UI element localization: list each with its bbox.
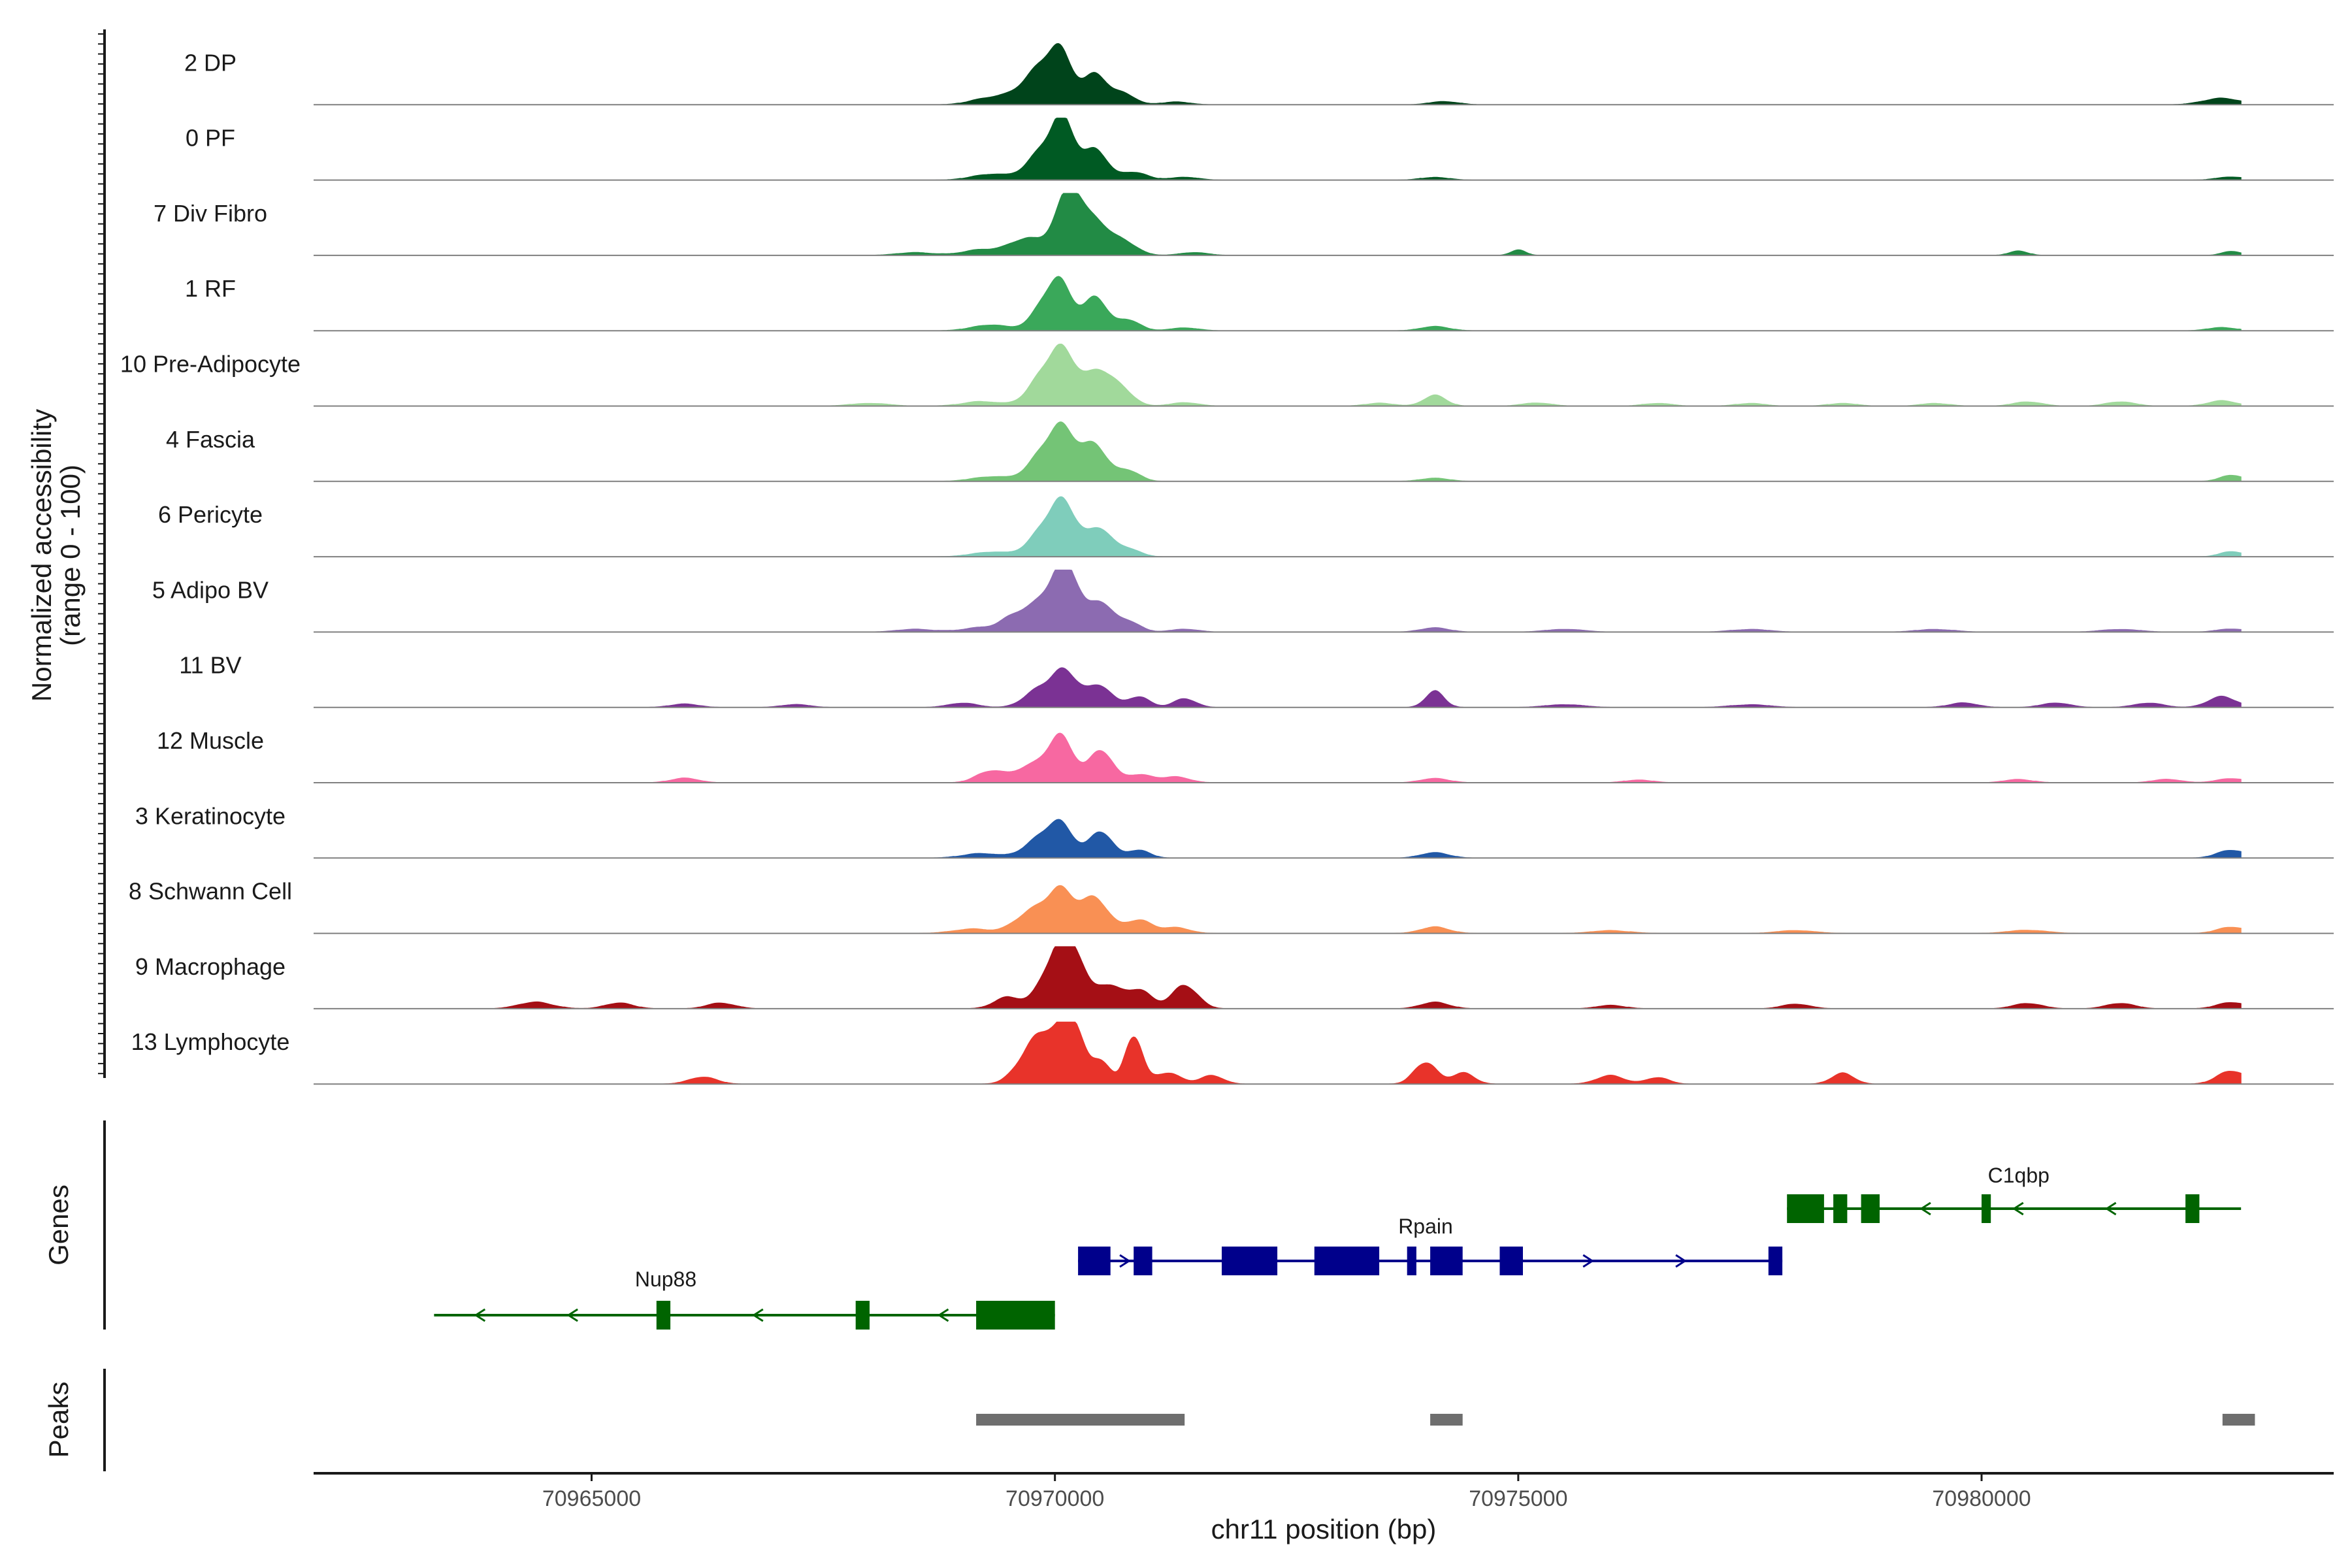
track-area bbox=[406, 276, 2242, 331]
track-label: 9 Macrophage bbox=[135, 953, 286, 980]
gene-exon bbox=[1222, 1247, 1278, 1275]
strand-arrow bbox=[2104, 1201, 2117, 1216]
peak-region bbox=[976, 1414, 1185, 1426]
strand-arrow bbox=[566, 1308, 578, 1322]
track-label: 3 Keratinocyte bbox=[135, 802, 286, 829]
track-area bbox=[406, 343, 2242, 406]
track-8-schwann-cell: 8 Schwann Cell bbox=[129, 878, 2334, 934]
gene-exon bbox=[976, 1301, 1055, 1330]
track-10-pre-adipocyte: 10 Pre-Adipocyte bbox=[120, 343, 2334, 407]
track-label: 6 Pericyte bbox=[158, 501, 263, 528]
track-6-pericyte: 6 Pericyte bbox=[158, 496, 2334, 558]
strand-arrow bbox=[752, 1308, 764, 1322]
gene-c1qbp: C1qbp bbox=[1787, 1164, 2242, 1223]
x-tick-label: 70980000 bbox=[1932, 1486, 2031, 1511]
track-label: 7 Div Fibro bbox=[154, 200, 267, 227]
track-area bbox=[406, 421, 2242, 482]
peak-region bbox=[2222, 1414, 2255, 1426]
gene-exon bbox=[2185, 1194, 2200, 1223]
track-area bbox=[406, 42, 2242, 105]
gene-exon bbox=[656, 1301, 671, 1330]
track-13-lymphocyte: 13 Lymphocyte bbox=[131, 1021, 2334, 1085]
strand-arrow bbox=[1675, 1254, 1687, 1268]
gene-exon bbox=[1833, 1194, 1848, 1223]
strand-arrow bbox=[937, 1308, 949, 1322]
strand-arrow bbox=[1119, 1254, 1131, 1268]
track-4-fascia: 4 Fascia bbox=[166, 421, 2334, 482]
track-label: 12 Muscle bbox=[157, 727, 264, 754]
track-12-muscle: 12 Muscle bbox=[157, 727, 2334, 783]
gene-exon bbox=[1314, 1247, 1380, 1275]
track-label: 0 PF bbox=[186, 125, 235, 152]
track-3-keratinocyte: 3 Keratinocyte bbox=[135, 802, 2334, 859]
x-tick-label: 70970000 bbox=[1005, 1486, 1104, 1511]
strand-arrow bbox=[2012, 1201, 2024, 1216]
gene-exon bbox=[1861, 1194, 1880, 1223]
track-label: 2 DP bbox=[184, 49, 237, 76]
track-area bbox=[406, 496, 2242, 557]
gene-exon bbox=[1982, 1194, 1991, 1223]
genes-panel: Nup88 Rpain C1qbp bbox=[434, 1164, 2242, 1330]
strand-arrow bbox=[474, 1308, 486, 1322]
peak-region bbox=[1430, 1414, 1463, 1426]
gene-nup88: Nup88 bbox=[434, 1267, 1055, 1330]
track-11-bv: 11 BV bbox=[179, 652, 2334, 708]
gene-exon bbox=[1134, 1247, 1152, 1275]
track-area bbox=[406, 1021, 2242, 1085]
gene-exon bbox=[1768, 1247, 1783, 1275]
gene-label: C1qbp bbox=[1988, 1164, 2050, 1187]
gene-exon bbox=[1787, 1194, 1824, 1223]
gene-exon bbox=[1407, 1247, 1416, 1275]
track-area bbox=[406, 569, 2242, 632]
track-label: 1 RF bbox=[185, 275, 236, 302]
x-tick-label: 70975000 bbox=[1469, 1486, 1567, 1511]
gene-exon bbox=[1499, 1247, 1523, 1275]
track-label: 8 Schwann Cell bbox=[129, 878, 292, 905]
track-label: 11 BV bbox=[179, 652, 241, 679]
track-area bbox=[406, 946, 2242, 1009]
x-axis-title: chr11 position (bp) bbox=[1211, 1514, 1437, 1544]
track-area bbox=[406, 732, 2242, 783]
accessibility-tracks: 2 DP 0 PF 7 Div Fibro 1 RF 10 Pre-Adipocyte 4… bbox=[120, 42, 2334, 1085]
y-axis-minor-ticks bbox=[98, 33, 105, 1075]
strand-arrow bbox=[1919, 1201, 1931, 1216]
track-9-macrophage: 9 Macrophage bbox=[135, 946, 2334, 1009]
track-area bbox=[406, 819, 2242, 858]
track-5-adipo-bv: 5 Adipo BV bbox=[152, 569, 2334, 633]
track-2-dp: 2 DP bbox=[184, 42, 2334, 106]
track-7-div-fibro: 7 Div Fibro bbox=[154, 193, 2334, 256]
gene-exon bbox=[1430, 1247, 1463, 1275]
track-area bbox=[406, 885, 2242, 934]
gene-exon bbox=[855, 1301, 870, 1330]
track-1-rf: 1 RF bbox=[185, 275, 2334, 332]
track-area bbox=[406, 118, 2242, 181]
y-axis-title-line-2: (range 0 - 100) bbox=[55, 465, 86, 646]
genes-panel-label: Genes bbox=[43, 1184, 74, 1266]
x-axis-ticks: 70965000 70970000 70975000 70980000 bbox=[542, 1473, 2031, 1511]
track-area bbox=[406, 193, 2242, 256]
peaks-panel-label: Peaks bbox=[43, 1382, 74, 1458]
track-label: 5 Adipo BV bbox=[152, 576, 269, 603]
track-0-pf: 0 PF bbox=[186, 118, 2334, 181]
track-label: 13 Lymphocyte bbox=[131, 1028, 290, 1055]
x-tick-label: 70965000 bbox=[542, 1486, 641, 1511]
accessibility-y-axis bbox=[98, 29, 106, 1078]
gene-exon bbox=[1078, 1247, 1111, 1275]
track-label: 4 Fascia bbox=[166, 426, 255, 453]
track-label: 10 Pre-Adipocyte bbox=[120, 351, 301, 378]
track-area bbox=[406, 667, 2242, 708]
peaks-panel bbox=[976, 1414, 2255, 1426]
gene-rpain: Rpain bbox=[1078, 1215, 1783, 1275]
strand-arrow bbox=[1582, 1254, 1595, 1268]
gene-label: Nup88 bbox=[635, 1267, 696, 1291]
gene-label: Rpain bbox=[1398, 1215, 1453, 1238]
y-axis-title-line-1: Normalized accessibility bbox=[26, 409, 57, 702]
